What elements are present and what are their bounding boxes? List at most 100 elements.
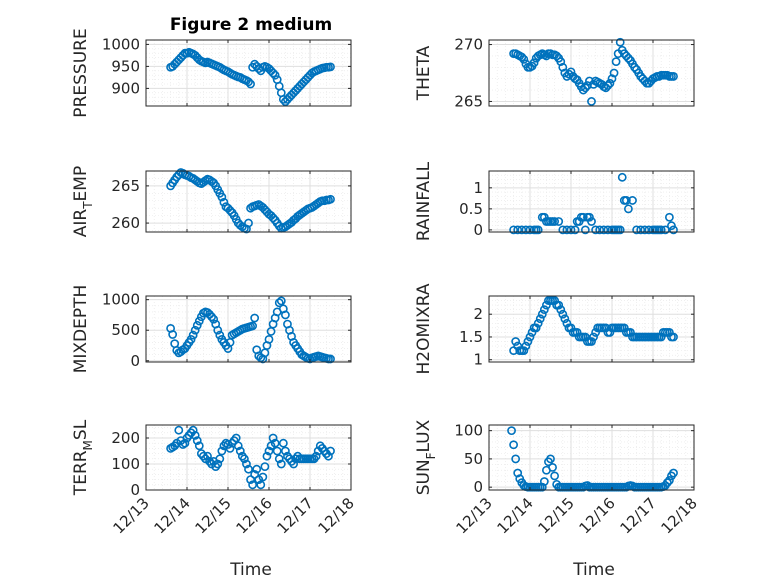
y-tick-label: 265 <box>454 92 483 110</box>
data-point <box>556 57 566 67</box>
y-axis-label: SUNFLUX <box>414 419 438 495</box>
data-point <box>276 459 286 469</box>
data-point <box>225 206 235 215</box>
data-point <box>587 97 596 106</box>
y-tick-label: 0 <box>473 478 483 496</box>
y-tick-label: 0.5 <box>459 200 483 218</box>
data-point <box>244 218 253 228</box>
data-point <box>215 454 225 464</box>
data-point <box>172 345 182 355</box>
data-point <box>258 472 268 482</box>
x-tick-label: 12/14 <box>151 494 194 537</box>
data-point <box>231 433 241 443</box>
data-point <box>669 332 678 342</box>
data-point <box>630 62 639 72</box>
y-axis-label: THETA <box>414 45 434 101</box>
axes-box <box>145 424 352 491</box>
data-point <box>632 225 641 235</box>
data-point <box>278 438 288 448</box>
data-point <box>233 441 243 451</box>
data-point <box>523 337 533 346</box>
y-tick-label: 0 <box>473 221 483 239</box>
data-point <box>274 221 284 231</box>
data-point <box>509 225 518 235</box>
subplot-6: 1 1.5 2 H2OMIXRA <box>414 283 695 375</box>
data-point <box>546 454 555 464</box>
data-point <box>624 204 633 214</box>
data-point <box>239 454 249 464</box>
data-point <box>578 212 588 222</box>
data-point <box>552 51 562 61</box>
data-point <box>665 475 674 485</box>
y-axis-label: MIXDEPTH <box>71 285 91 374</box>
data-point <box>207 312 216 322</box>
data-point <box>537 482 547 492</box>
axes-box <box>488 170 695 233</box>
data-point <box>539 305 549 315</box>
data-point <box>203 451 212 461</box>
data-point <box>628 196 637 205</box>
data-point <box>201 176 210 186</box>
data-point <box>244 77 253 87</box>
data-point <box>599 225 609 235</box>
data-point <box>525 225 535 235</box>
data-point <box>665 212 674 222</box>
subplot-3: 260 265 AIRTEMP <box>71 166 352 237</box>
data-point <box>517 52 527 62</box>
x-axis-label-left: Time <box>229 560 272 580</box>
x-tick-label: 12/18 <box>658 494 701 537</box>
data-point <box>270 70 280 80</box>
data-point <box>539 477 549 486</box>
data-point <box>513 225 523 235</box>
y-tick-label: 0 <box>130 481 140 499</box>
y-tick-label: 265 <box>111 177 140 195</box>
data-point <box>533 318 543 328</box>
subplot-5: 0 500 1000 MIXDEPTH <box>71 285 352 374</box>
data-point <box>669 468 678 478</box>
data-point <box>519 346 529 356</box>
data-point <box>550 217 559 226</box>
data-point <box>621 196 631 205</box>
data-point <box>272 446 282 456</box>
data-point <box>511 337 521 346</box>
data-point <box>219 197 229 207</box>
axes-box <box>488 295 695 363</box>
data-point <box>587 217 596 226</box>
subplot-8: 0 50 100 SUNFLUX 12/1312/1412/1512/1612/1712… <box>414 419 701 537</box>
data-point <box>194 316 204 326</box>
data-point <box>617 172 627 182</box>
data-point <box>580 225 590 235</box>
data-point <box>558 62 568 72</box>
data-point <box>326 446 335 456</box>
data-point <box>521 341 531 351</box>
data-point <box>519 54 529 64</box>
y-tick-label: 1.5 <box>459 328 483 346</box>
data-point <box>554 217 564 226</box>
data-point <box>595 225 605 235</box>
y-tick-label: 50 <box>464 450 483 468</box>
data-point <box>537 309 547 319</box>
y-axis-label: H2OMIXRA <box>414 283 434 374</box>
data-point <box>244 464 253 474</box>
data-point <box>248 480 257 490</box>
data-point <box>268 68 278 78</box>
y-tick-label: 500 <box>111 321 140 339</box>
data-point <box>583 81 592 90</box>
data-point <box>174 425 184 435</box>
data-point <box>217 192 227 202</box>
data-point <box>326 194 335 204</box>
data-point <box>611 57 621 67</box>
data-point <box>289 459 298 469</box>
data-point <box>591 225 600 235</box>
data-point <box>246 475 255 484</box>
data-point <box>667 221 676 231</box>
data-point <box>225 443 235 453</box>
data-point <box>326 62 335 72</box>
data-point <box>529 58 539 68</box>
y-tick-label: 1000 <box>102 291 140 309</box>
data-point <box>268 433 278 443</box>
data-point <box>609 68 619 78</box>
y-tick-label: 1 <box>473 351 483 369</box>
data-point <box>252 464 262 474</box>
